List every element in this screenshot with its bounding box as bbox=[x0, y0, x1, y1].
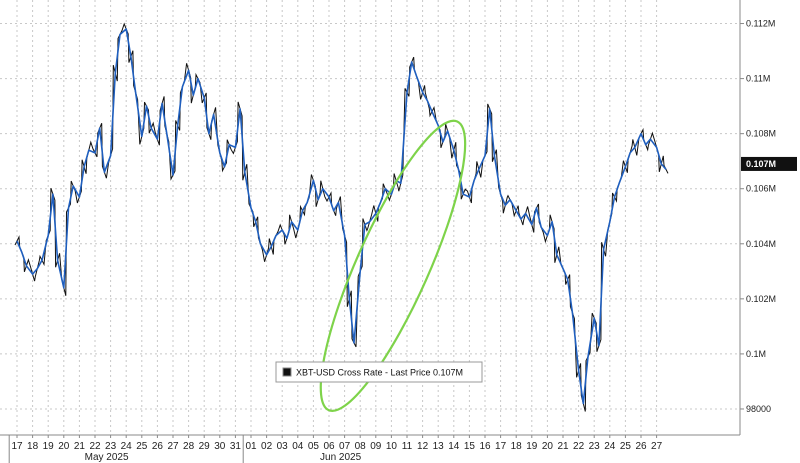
month-label: May 2025 bbox=[85, 452, 129, 463]
x-tick-label: 19 bbox=[526, 441, 538, 452]
x-tick-label: 22 bbox=[89, 441, 101, 452]
x-tick-label: 04 bbox=[292, 441, 304, 452]
y-tick-label: 0.106M bbox=[746, 184, 776, 194]
y-tick-label: 0.1M bbox=[746, 349, 766, 359]
x-tick-label: 25 bbox=[136, 441, 148, 452]
x-tick-label: 01 bbox=[245, 441, 257, 452]
x-tick-label: 06 bbox=[323, 441, 335, 452]
x-tick-label: 27 bbox=[167, 441, 179, 452]
x-tick-label: 21 bbox=[557, 441, 569, 452]
legend: XBT-USD Cross Rate - Last Price 0.107M bbox=[275, 361, 483, 383]
x-tick-label: 11 bbox=[402, 441, 413, 452]
y-tick-label: 0.108M bbox=[746, 129, 776, 139]
month-label: Jun 2025 bbox=[320, 452, 362, 463]
x-tick-label: 27 bbox=[651, 441, 663, 452]
x-tick-label: 30 bbox=[214, 441, 226, 452]
x-tick-label: 09 bbox=[370, 441, 382, 452]
x-tick-label: 05 bbox=[308, 441, 320, 452]
x-tick-label: 17 bbox=[11, 441, 23, 452]
legend-box bbox=[275, 361, 483, 383]
x-tick-label: 02 bbox=[261, 441, 273, 452]
x-tick-label: 07 bbox=[339, 441, 351, 452]
x-tick-label: 29 bbox=[199, 441, 211, 452]
y-tick-label: 0.104M bbox=[746, 239, 776, 249]
x-tick-label: 14 bbox=[448, 441, 460, 452]
x-tick-label: 03 bbox=[277, 441, 289, 452]
last-price-tag-label: 0.107M bbox=[746, 159, 776, 169]
x-tick-label: 22 bbox=[573, 441, 585, 452]
x-tick-label: 18 bbox=[511, 441, 523, 452]
y-tick-label: 98000 bbox=[746, 404, 771, 414]
x-tick-label: 17 bbox=[495, 441, 507, 452]
x-tick-label: 08 bbox=[355, 441, 367, 452]
x-tick-label: 24 bbox=[604, 441, 616, 452]
x-tick-label: 13 bbox=[433, 441, 445, 452]
x-tick-label: 26 bbox=[635, 441, 647, 452]
annotation-ellipse bbox=[319, 119, 467, 412]
y-tick-label: 0.112M bbox=[746, 19, 775, 29]
x-tick-label: 20 bbox=[542, 441, 554, 452]
series-noise-line bbox=[14, 22, 669, 412]
legend-swatch bbox=[282, 367, 292, 377]
x-tick-label: 15 bbox=[464, 441, 476, 452]
last-price-tag: 0.107M bbox=[741, 156, 797, 171]
x-tick-label: 18 bbox=[27, 441, 39, 452]
x-tick-label: 31 bbox=[230, 441, 242, 452]
y-axis: 98000 0.1M 0.102M 0.104M 0.106M 0.108M 0.11M 0.… bbox=[739, 0, 776, 435]
x-tick-label: 16 bbox=[479, 441, 491, 452]
x-tick-label: 23 bbox=[589, 441, 601, 452]
x-axis: 17 18 19 20 21 22 23 24 25 26 27 28 29 30 31 01 02 03 04 05… bbox=[0, 434, 740, 463]
last-price-tag-bg bbox=[741, 156, 797, 171]
x-tick-label: 28 bbox=[183, 441, 195, 452]
x-tick-label: 20 bbox=[58, 441, 70, 452]
x-tick-label: 23 bbox=[105, 441, 117, 452]
x-tick-label: 26 bbox=[152, 441, 164, 452]
x-tick-label: 12 bbox=[417, 441, 429, 452]
legend-label: XBT-USD Cross Rate - Last Price 0.107M bbox=[296, 368, 463, 378]
y-tick-label: 0.11M bbox=[746, 74, 770, 84]
x-tick-label: 25 bbox=[620, 441, 632, 452]
x-tick-label: 10 bbox=[386, 441, 398, 452]
x-tick-label: 19 bbox=[43, 441, 55, 452]
annotation-layer bbox=[319, 119, 467, 412]
x-tick-label: 24 bbox=[121, 441, 133, 452]
x-tick-label: 21 bbox=[74, 441, 86, 452]
series-line-xbt-usd bbox=[16, 28, 667, 405]
series-layer bbox=[14, 22, 669, 412]
y-tick-label: 0.102M bbox=[746, 294, 776, 304]
